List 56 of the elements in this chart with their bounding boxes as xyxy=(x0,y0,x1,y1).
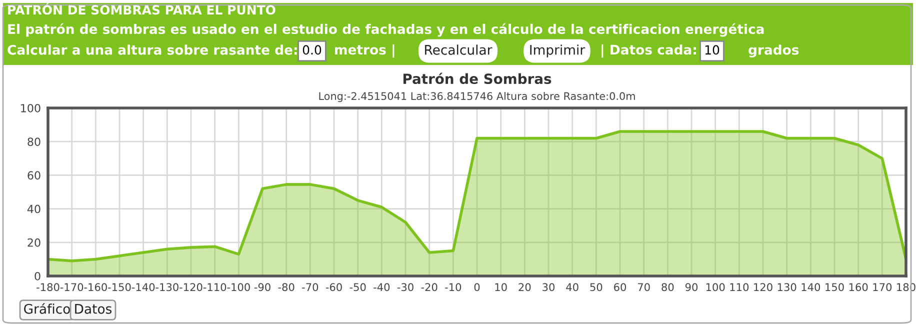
x-tick-label: -40 xyxy=(374,283,390,292)
text: Imprimir xyxy=(530,44,586,58)
x-tick-label: 40 xyxy=(566,283,578,292)
text: El patrón de sombras es usado en el estudio de fachadas y en el cálculo de la certificacion energética xyxy=(8,23,764,37)
x-tick-label: 110 xyxy=(730,283,749,292)
x-tick-label: -90 xyxy=(254,283,270,292)
x-tick-label: -10 xyxy=(445,283,462,292)
y-tick-label: 20 xyxy=(28,238,40,247)
x-tick-label: 30 xyxy=(542,283,555,292)
x-tick-label: 100 xyxy=(706,283,725,292)
x-tick-label: 140 xyxy=(802,283,820,292)
x-tick-label: 20 xyxy=(518,283,531,292)
x-tick-label: 50 xyxy=(590,283,602,292)
x-tick-label: 130 xyxy=(778,283,796,292)
x-tick-label: 80 xyxy=(662,283,674,292)
x-tick-label: 160 xyxy=(849,283,868,292)
text: | Datos cada: xyxy=(602,44,696,58)
x-tick-label: -170 xyxy=(60,283,84,292)
text: Gráfico xyxy=(24,303,70,314)
x-tick-label: 60 xyxy=(614,283,626,292)
x-tick-label: 70 xyxy=(638,283,650,292)
x-tick-label: -70 xyxy=(302,283,318,292)
x-tick-label: 120 xyxy=(754,283,772,292)
y-tick-label: 0 xyxy=(34,272,40,280)
chart-subtitle: Long:-2.4515041 Lat:36.8415746 Altura sobre Rasante:0.0m xyxy=(319,92,635,102)
chart-title: Patrón de Sombras xyxy=(403,72,552,84)
text: 10 xyxy=(705,45,720,55)
text: 0.0 xyxy=(302,45,322,55)
x-tick-label: -100 xyxy=(227,283,250,292)
text: grados xyxy=(748,44,799,58)
x-tick-label: -20 xyxy=(421,283,438,292)
x-tick-label: -140 xyxy=(132,283,155,292)
x-tick-label: -50 xyxy=(350,283,366,292)
x-tick-label: -110 xyxy=(203,283,226,292)
x-tick-label: -30 xyxy=(397,283,414,292)
x-tick-label: 170 xyxy=(873,283,892,292)
x-tick-label: -60 xyxy=(326,283,342,292)
x-tick-label: -80 xyxy=(278,283,294,292)
y-tick-label: 60 xyxy=(28,171,40,180)
text: Recalcular xyxy=(425,44,492,55)
x-tick-label: -160 xyxy=(84,283,107,292)
text: PATRÓN DE SOMBRAS PARA EL PUNTO xyxy=(8,2,276,15)
x-tick-label: -150 xyxy=(108,283,131,292)
y-tick-label: 40 xyxy=(27,204,40,214)
text: Datos xyxy=(75,304,112,314)
y-tick-label: 80 xyxy=(28,138,40,146)
x-tick-label: 10 xyxy=(495,283,507,292)
x-tick-label: 90 xyxy=(685,283,698,292)
x-tick-label: -180 xyxy=(36,283,60,292)
x-tick-label: -130 xyxy=(156,283,178,292)
text: metros | xyxy=(335,44,394,58)
x-tick-label: -120 xyxy=(180,283,202,292)
text: Calcular a una altura sobre rasante de: xyxy=(8,44,297,55)
x-tick-label: 0 xyxy=(474,283,480,292)
y-tick-label: 100 xyxy=(21,104,40,112)
x-tick-label: 150 xyxy=(826,283,844,292)
